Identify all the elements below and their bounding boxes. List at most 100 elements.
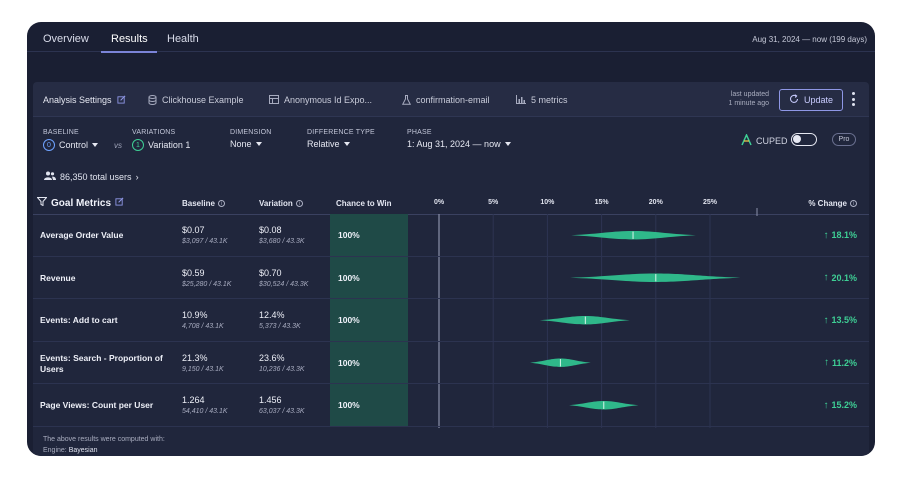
arrow-up-icon: ↑ — [823, 272, 829, 283]
analysis-settings-button[interactable]: Analysis Settings — [43, 95, 127, 105]
metrics-item: 5 metrics — [516, 95, 568, 105]
info-icon[interactable]: i — [850, 200, 857, 207]
header-divider — [33, 214, 869, 215]
tab-overview[interactable]: Overview — [43, 33, 89, 45]
variations-label: VARIATIONS — [132, 129, 176, 136]
phase-select[interactable]: 1: Aug 31, 2024 — now — [407, 139, 511, 149]
difference-type-value: Relative — [307, 139, 340, 149]
phase-value: 1: Aug 31, 2024 — now — [407, 139, 501, 149]
percent-change: ↑ 13.5% — [823, 315, 857, 325]
bar-chart-icon — [516, 95, 526, 105]
event-label: confirmation-email — [416, 95, 490, 105]
more-options-icon[interactable] — [850, 92, 856, 106]
chance-to-win-value: 100% — [338, 400, 360, 410]
change-header-label: % Change — [808, 199, 847, 208]
variation-value: 23.6% — [259, 352, 285, 363]
arrow-up-icon: ↑ — [823, 399, 829, 411]
baseline-value: 21.3% — [182, 352, 208, 363]
app-frame: Overview Results Health Aug 31, 2024 — n… — [27, 22, 875, 456]
axis-tick-label: 20% — [648, 199, 663, 206]
top-nav: Overview Results Health Aug 31, 2024 — n… — [27, 22, 875, 53]
engine-label: Engine: — [43, 447, 67, 454]
tab-results[interactable]: Results — [111, 33, 148, 45]
variations-select[interactable]: 1 Variation 1 — [132, 139, 190, 151]
variation-detail: 5,373 / 43.3K — [259, 323, 301, 330]
database-icon — [147, 95, 157, 105]
percent-change-value: 15.2% — [831, 400, 857, 410]
results-footer: The above results were computed with: En… — [43, 434, 165, 456]
baseline-label: BASELINE — [43, 129, 79, 136]
violin-interval[interactable] — [571, 231, 696, 240]
settings-bar: Analysis Settings Clickhouse Example Ano… — [33, 82, 869, 117]
identifier-label: Anonymous Id Expo... — [284, 95, 373, 105]
dimension-select[interactable]: None — [230, 139, 262, 149]
chance-to-win-value: 100% — [338, 315, 360, 325]
violin-interval[interactable] — [539, 316, 630, 325]
info-icon[interactable]: i — [217, 200, 225, 207]
variation-detail: 63,037 / 43.3K — [259, 408, 305, 415]
row-divider — [33, 383, 869, 384]
axis-tick-label: 15% — [594, 199, 609, 206]
update-button[interactable]: Update — [779, 89, 843, 111]
metric-name[interactable]: Average Order Value — [40, 230, 124, 240]
metric-name[interactable]: Page Views: Count per User — [40, 400, 154, 410]
cuped-icon — [741, 133, 752, 148]
baseline-select[interactable]: 0 Control — [43, 139, 99, 151]
violin-interval[interactable] — [570, 273, 741, 282]
table-row: Events: Add to cart 10.9% 4,708 / 43.1K … — [33, 299, 869, 342]
percent-change: ↑ 11.2% — [824, 358, 857, 368]
chevron-down-icon — [504, 142, 511, 146]
baseline-detail: 54,410 / 43.1K — [182, 408, 228, 415]
info-icon[interactable]: i — [295, 200, 303, 207]
baseline-column-header: Baseline i — [182, 199, 225, 208]
cuped-toggle[interactable] — [791, 133, 817, 146]
users-icon — [44, 171, 56, 182]
metric-name[interactable]: Revenue — [40, 272, 76, 283]
edit-icon[interactable] — [115, 197, 124, 209]
baseline-value: 1.264 — [182, 395, 205, 405]
tab-health[interactable]: Health — [167, 33, 199, 45]
axis-tick-label: 25% — [702, 199, 718, 206]
row-divider — [33, 340, 869, 342]
baseline-value: $0.07 — [182, 225, 205, 235]
variation-value: 12.4% — [259, 310, 285, 320]
change-column-header: % Change i — [808, 199, 857, 208]
phase-label: PHASE — [407, 129, 432, 136]
percent-change: ↑ 15.2% — [823, 400, 857, 410]
variation-detail: $30,524 / 43.3K — [259, 280, 309, 288]
chevron-right-icon: › — [135, 171, 139, 182]
chance-column-header: Chance to Win — [336, 199, 392, 208]
variation-number-badge: 1 — [132, 139, 144, 151]
chevron-down-icon — [92, 143, 99, 147]
dimension-value: None — [230, 139, 252, 149]
baseline-detail: $25,280 / 43.1K — [182, 280, 232, 288]
percent-change-value: 18.1% — [831, 230, 857, 240]
baseline-detail: 4,708 / 43.1K — [182, 323, 224, 330]
identifier-item: Anonymous Id Expo... — [269, 95, 372, 105]
row-divider — [33, 255, 869, 257]
total-users-link[interactable]: 86,350 total users › — [44, 171, 139, 182]
total-users-label: 86,350 total users — [60, 171, 132, 182]
metric-name[interactable]: Events: Search - Proportion of Users — [40, 352, 163, 374]
chance-to-win-value: 100% — [338, 272, 360, 283]
arrow-up-icon: ↑ — [823, 229, 829, 241]
datasource-label: Clickhouse Example — [162, 95, 244, 105]
cuped-label: CUPED — [756, 136, 788, 146]
chance-to-win-column — [330, 214, 408, 426]
variation-detail: $3,680 / 43.3K — [259, 238, 305, 245]
axis-tick-label: 10% — [540, 199, 555, 206]
axis-tick-label: 0% — [433, 199, 445, 206]
filter-icon[interactable] — [36, 197, 48, 209]
metric-name[interactable]: Events: Add to cart — [40, 315, 118, 325]
event-item: confirmation-email — [401, 95, 490, 105]
results-card: Analysis Settings Clickhouse Example Ano… — [33, 82, 869, 456]
analysis-settings-label: Analysis Settings — [43, 95, 112, 105]
percent-change-value: 20.1% — [831, 272, 857, 283]
table-icon — [269, 95, 279, 105]
last-updated-value: 1 minute ago — [728, 100, 769, 107]
percent-change-value: 11.2% — [831, 357, 857, 368]
baseline-value: 10.9% — [182, 310, 208, 320]
variation-header-label: Variation — [259, 199, 293, 208]
last-updated-label: last updated — [730, 91, 769, 98]
difference-type-select[interactable]: Relative — [307, 139, 350, 149]
